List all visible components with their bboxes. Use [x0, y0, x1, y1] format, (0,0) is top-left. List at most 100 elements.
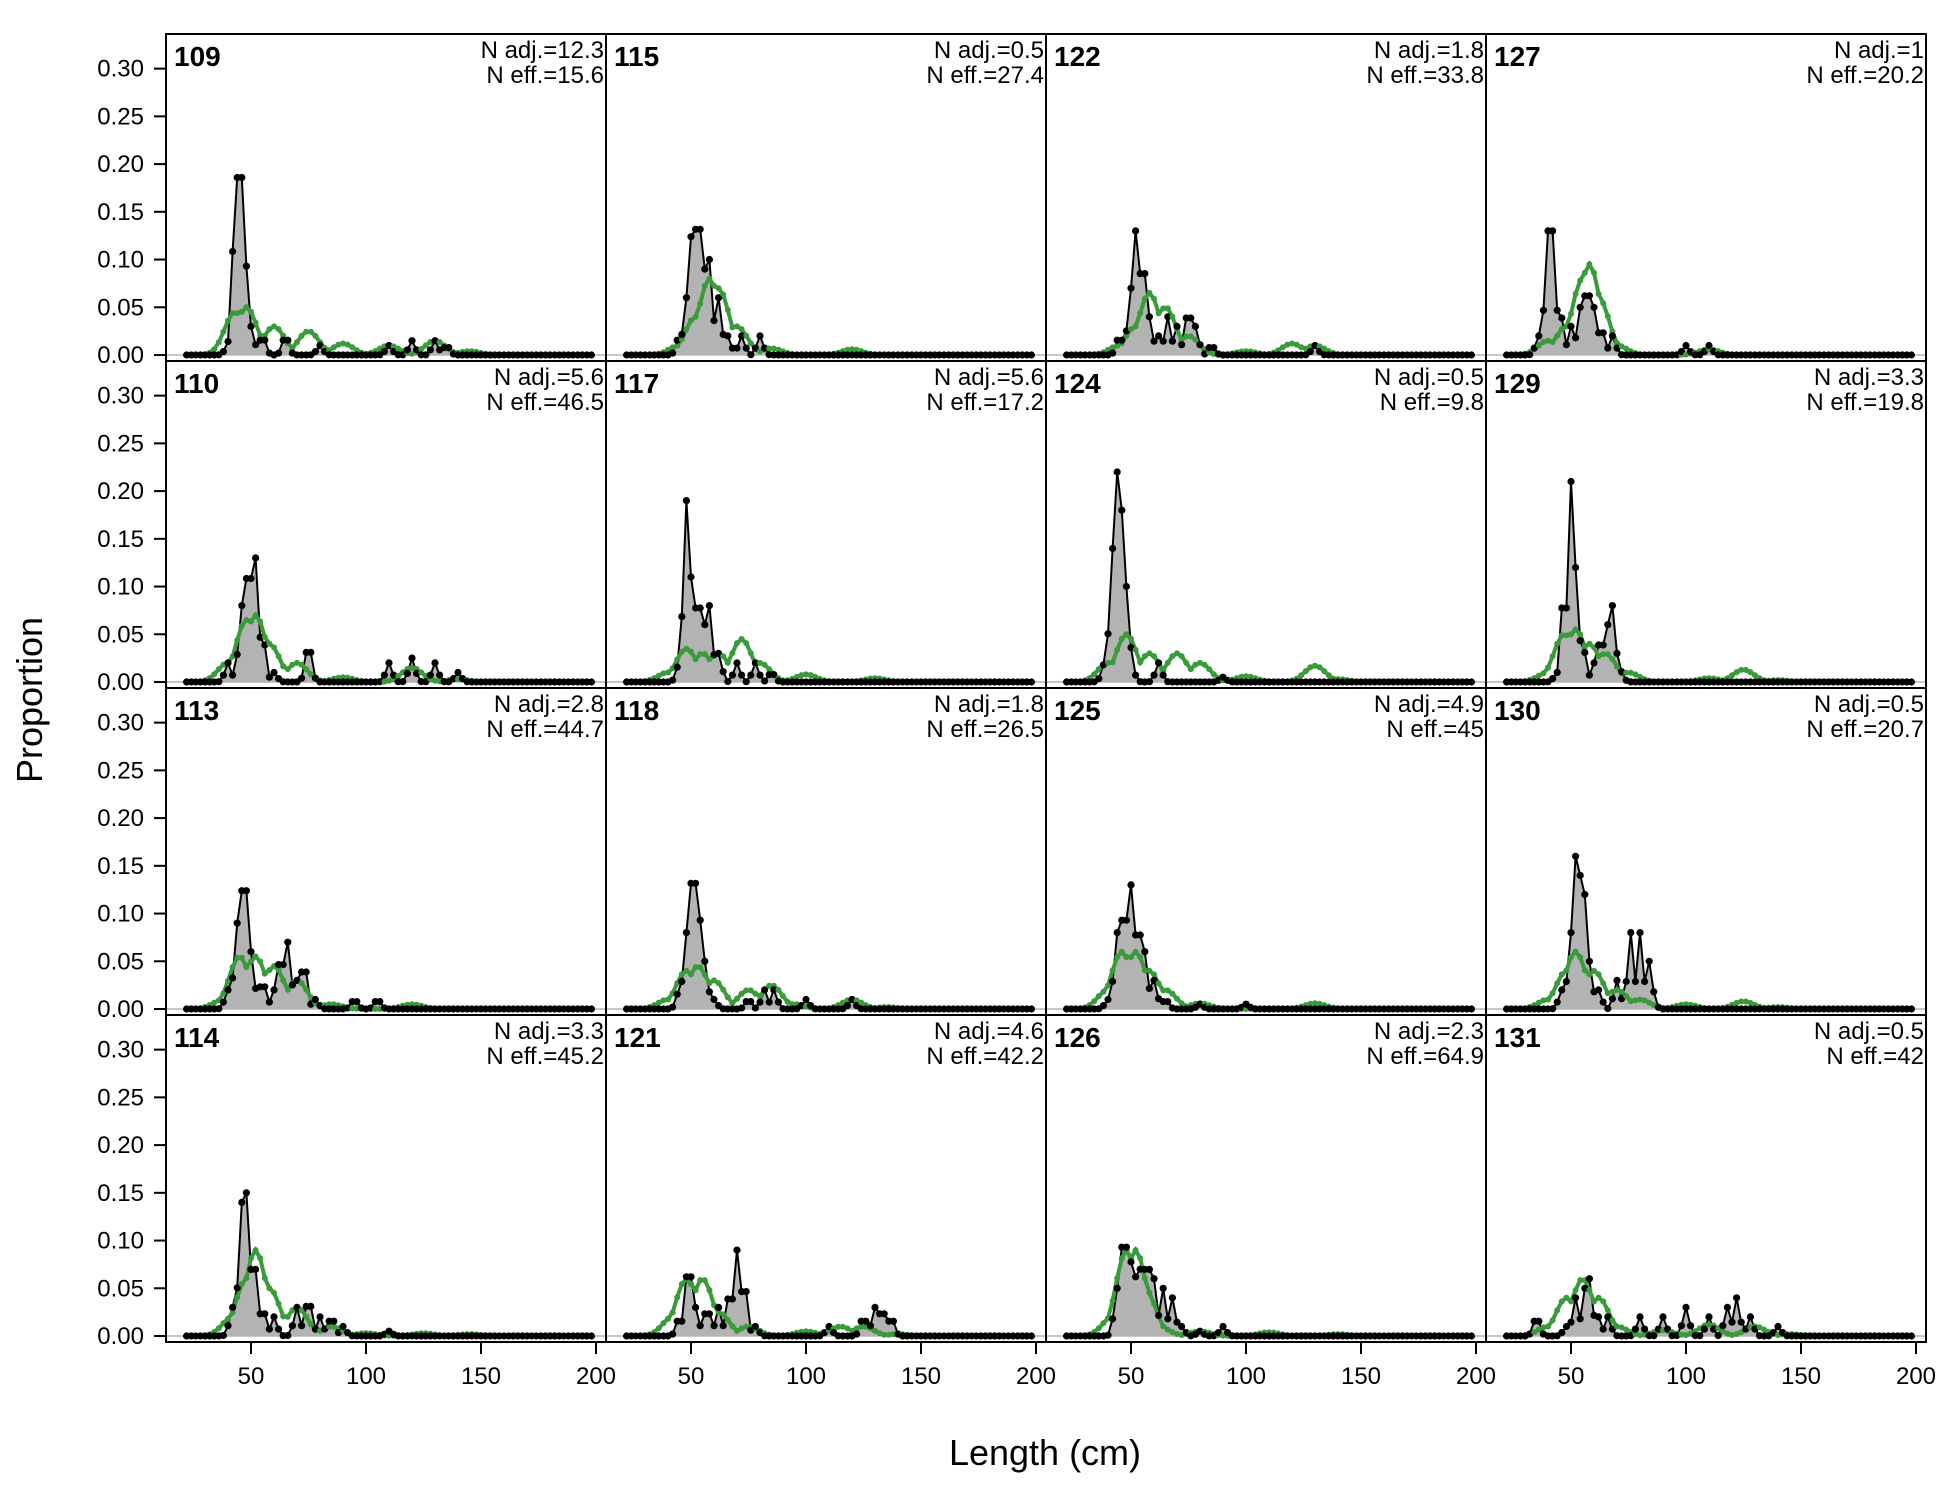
- expected-point: [1637, 673, 1643, 680]
- panel-id-label: 127: [1494, 41, 1541, 72]
- observed-point: [587, 1005, 596, 1013]
- expected-point: [220, 328, 227, 335]
- observed-point: [1562, 341, 1570, 349]
- observed-point: [1677, 1322, 1685, 1330]
- panel-115: 115 N adj.=0.5N eff.=27.4: [605, 33, 1047, 362]
- expected-point: [1151, 653, 1157, 660]
- expected-point: [1632, 997, 1639, 1004]
- observed-point: [715, 1303, 723, 1311]
- observed-point: [233, 1284, 241, 1292]
- observed-line: [1506, 229, 1912, 356]
- expected-point: [1187, 333, 1194, 340]
- observed-point: [673, 663, 681, 671]
- expected-point: [1577, 277, 1584, 284]
- expected-point: [1604, 1307, 1611, 1314]
- expected-point: [1192, 661, 1199, 668]
- observed-point: [1714, 1331, 1722, 1340]
- y-tick-label: 0.00: [97, 996, 144, 1023]
- expected-point: [409, 1001, 415, 1008]
- observed-point: [1178, 341, 1186, 349]
- expected-point: [386, 677, 392, 684]
- expected-point: [340, 340, 346, 347]
- observed-point: [1733, 1294, 1741, 1302]
- n-adj-label: N adj.=4.9: [1374, 691, 1484, 718]
- observed-point: [1159, 1284, 1167, 1292]
- expected-point: [669, 344, 676, 351]
- expected-point: [422, 342, 429, 349]
- observed-point: [1558, 314, 1566, 322]
- observed-point: [1150, 337, 1158, 345]
- observed-point: [802, 995, 810, 1004]
- expected-point: [284, 666, 291, 673]
- panel-id-label: 109: [174, 41, 221, 72]
- expected-point: [220, 990, 227, 997]
- observed-point: [696, 225, 704, 233]
- observed-point: [1907, 351, 1915, 359]
- expected-point: [349, 344, 356, 351]
- expected-point: [1132, 1247, 1139, 1254]
- expected-point: [683, 326, 690, 333]
- expected-point: [1210, 671, 1217, 678]
- observed-point: [862, 1317, 870, 1325]
- expected-point: [1114, 342, 1121, 349]
- observed-point: [219, 998, 227, 1006]
- observed-point: [1682, 341, 1690, 350]
- expected-point: [1572, 1287, 1579, 1294]
- expected-point: [724, 1316, 731, 1323]
- expected-point: [1123, 332, 1130, 339]
- observed-point: [761, 986, 769, 994]
- expected-point: [1146, 967, 1153, 974]
- panel-109: 109 N adj.=12.3N eff.=15.6 0.00 0.05 0.10 0.1…: [97, 33, 607, 369]
- expected-point: [747, 987, 754, 994]
- observed-point: [1590, 659, 1598, 667]
- x-tick-label: 50: [1558, 1363, 1585, 1390]
- observed-point: [1567, 322, 1575, 330]
- expected-point: [307, 328, 314, 335]
- expected-point: [432, 677, 438, 684]
- observed-point: [330, 1317, 338, 1325]
- observed-point: [229, 247, 237, 256]
- expected-point: [1747, 999, 1754, 1006]
- x-tick-label: 200: [576, 1363, 616, 1390]
- observed-point: [669, 676, 677, 684]
- observed-point: [426, 346, 434, 354]
- expected-point: [1627, 669, 1634, 676]
- observed-point: [1567, 1318, 1575, 1326]
- observed-point: [1535, 332, 1543, 340]
- observed-point: [770, 986, 778, 994]
- observed-point: [1306, 348, 1314, 356]
- n-eff-label: N eff.=42: [1826, 1043, 1924, 1070]
- expected-point: [688, 317, 694, 324]
- observed-area: [1506, 481, 1912, 682]
- expected-point: [738, 326, 745, 333]
- expected-point: [853, 346, 860, 353]
- expected-point: [261, 634, 268, 640]
- observed-point: [1467, 1005, 1475, 1013]
- expected-point: [697, 300, 704, 307]
- expected-point: [1091, 671, 1098, 678]
- expected-point: [395, 673, 402, 680]
- expected-point: [853, 997, 860, 1004]
- observed-point: [1027, 678, 1035, 686]
- y-tick-label: 0.05: [97, 1275, 144, 1302]
- observed-point: [1219, 1322, 1227, 1331]
- expected-point: [1747, 669, 1754, 676]
- expected-point: [701, 1277, 708, 1284]
- expected-point: [770, 345, 777, 352]
- observed-point: [756, 332, 764, 340]
- observed-point: [1099, 1002, 1107, 1010]
- panel-125: 125 N adj.=4.9N eff.=45: [1045, 687, 1487, 1016]
- expected-point: [674, 656, 681, 663]
- expected-point: [1183, 659, 1190, 666]
- n-adj-label: N adj.=1.8: [934, 691, 1044, 718]
- expected-point: [1105, 982, 1111, 989]
- expected-point: [724, 994, 731, 1001]
- y-tick-label: 0.20: [97, 1132, 144, 1159]
- expected-point: [706, 275, 713, 282]
- observed-point: [1562, 977, 1570, 986]
- observed-point: [1682, 1303, 1690, 1311]
- expected-point: [1577, 631, 1584, 638]
- expected-point: [724, 659, 731, 666]
- expected-point: [665, 669, 671, 676]
- observed-point: [678, 977, 686, 986]
